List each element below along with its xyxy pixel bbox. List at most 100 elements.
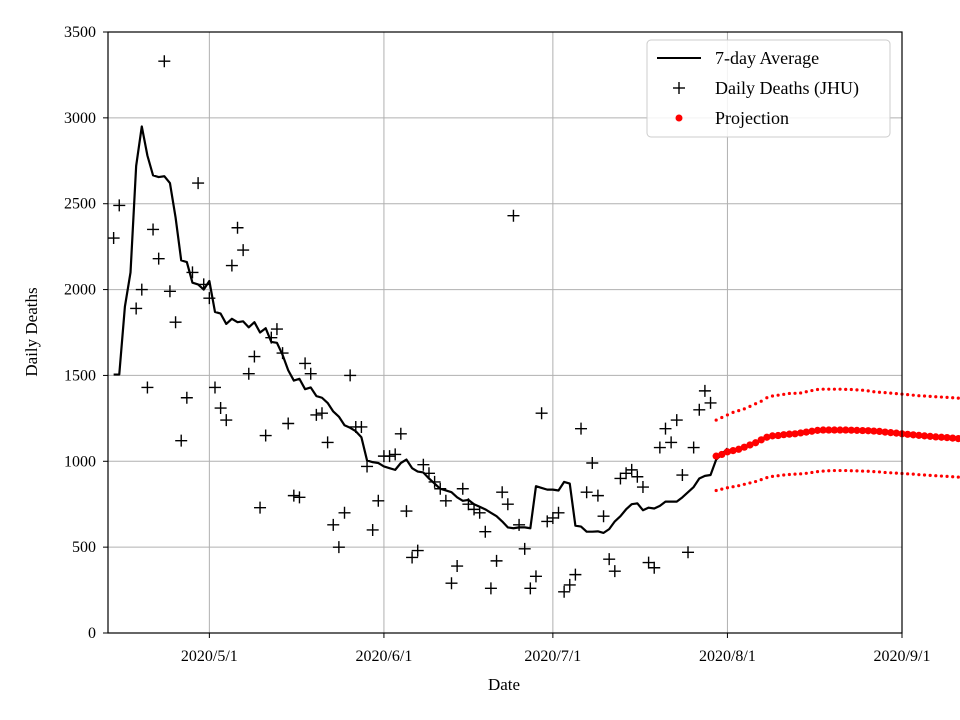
projection-point <box>926 432 934 440</box>
projection-upper-point <box>759 399 763 403</box>
projection-lower-point <box>759 478 763 482</box>
projection-point <box>909 431 917 439</box>
projection-point <box>763 433 771 441</box>
projection-lower-point <box>939 474 944 478</box>
legend-dot-swatch <box>675 114 683 122</box>
projection-lower-point <box>956 475 960 479</box>
projection-upper-point <box>956 396 960 400</box>
y-tick-label: 2500 <box>64 196 96 213</box>
daily-deaths-point <box>332 541 345 554</box>
daily-deaths-point <box>518 542 531 555</box>
projection-lower-point <box>906 472 910 476</box>
daily-deaths-point <box>400 505 413 518</box>
daily-deaths-point <box>496 486 509 499</box>
projection-point <box>746 441 754 449</box>
projection-upper-point <box>787 391 791 396</box>
daily-deaths-point <box>237 244 250 257</box>
daily-deaths-point <box>456 482 469 495</box>
projection-lower-point <box>737 484 741 488</box>
projection-band <box>714 387 960 493</box>
daily-deaths-point <box>614 472 627 485</box>
projection-upper-point <box>855 388 859 392</box>
y-axis-ticks: 0 500 1000 1500 2000 2500 3000 3500 <box>64 24 108 642</box>
daily-deaths-point <box>254 501 267 514</box>
daily-deaths-point <box>625 463 638 476</box>
daily-deaths-point <box>676 469 689 482</box>
projection-lower-point <box>714 488 718 493</box>
legend-label-projection: Projection <box>715 108 789 128</box>
daily-deaths-point <box>524 582 537 595</box>
daily-deaths-point <box>186 266 199 279</box>
daily-deaths-point <box>473 506 486 519</box>
daily-deaths-point <box>546 511 559 524</box>
projection-upper-point <box>877 390 882 394</box>
projection-lower-point <box>866 469 870 473</box>
projection-point <box>920 432 929 440</box>
projection-point <box>858 426 867 435</box>
projection-lower-point <box>776 474 780 478</box>
projection-upper-point <box>737 409 741 413</box>
daily-deaths-point <box>361 460 374 473</box>
projection-point <box>718 450 726 459</box>
projection-upper-point <box>810 388 814 393</box>
projection-point <box>881 428 889 436</box>
daily-deaths-point <box>355 420 368 433</box>
projection-upper-point <box>872 390 876 394</box>
daily-deaths-point <box>575 422 588 435</box>
daily-deaths-point <box>338 506 351 519</box>
daily-deaths-point <box>636 481 649 494</box>
projection-upper-point <box>894 392 898 396</box>
daily-deaths-point <box>558 585 571 598</box>
daily-deaths-point <box>665 436 678 449</box>
daily-deaths-point <box>417 458 430 471</box>
projection-lower-point <box>815 469 820 474</box>
daily-deaths-point <box>169 316 182 329</box>
daily-deaths-point <box>552 506 565 519</box>
projection-upper-point <box>827 387 831 391</box>
daily-deaths-point <box>484 582 497 595</box>
projection-upper-point <box>753 402 758 406</box>
y-tick-label: 500 <box>72 539 96 556</box>
daily-deaths-point <box>670 414 683 427</box>
projection-point <box>768 432 777 440</box>
projection-point <box>892 429 900 437</box>
daily-deaths-point <box>321 436 334 449</box>
daily-deaths-point <box>299 357 312 370</box>
projection-lower-point <box>917 473 921 477</box>
projection-upper-point <box>844 387 848 391</box>
projection-point <box>932 433 940 441</box>
x-tick-label: 2020/6/1 <box>355 648 412 665</box>
plot-frame <box>107 31 903 634</box>
projection-lower-point <box>849 469 853 473</box>
daily-deaths-point <box>192 177 205 190</box>
projection-upper-point <box>945 395 949 400</box>
daily-deaths-point <box>248 350 261 363</box>
daily-deaths-point <box>147 223 160 236</box>
projection-lower-point <box>799 472 803 476</box>
projection-upper-point <box>883 391 887 395</box>
projection-point <box>797 429 805 437</box>
daily-deaths-point <box>208 381 221 394</box>
projection-point <box>791 430 799 438</box>
x-axis-label: Date <box>488 675 520 694</box>
projection-upper-point <box>815 387 820 392</box>
projection-lower-point <box>889 471 893 475</box>
projection-point <box>954 435 960 443</box>
projection-point <box>842 426 850 434</box>
projection-lower-point <box>793 472 797 476</box>
daily-deaths-point <box>586 457 599 469</box>
projection-upper-point <box>928 394 932 398</box>
daily-deaths-point <box>659 422 672 435</box>
daily-deaths-point <box>394 427 407 440</box>
projection-upper-point <box>776 393 780 397</box>
projection-point <box>757 436 765 444</box>
projection-point <box>813 426 822 434</box>
daily-deaths-point <box>366 523 379 536</box>
projection-point <box>943 433 951 442</box>
projection-lower-point <box>821 469 825 473</box>
daily-deaths-point <box>270 323 283 336</box>
daily-deaths-point <box>698 384 711 397</box>
daily-deaths-point <box>282 417 295 430</box>
daily-deaths-point <box>231 221 244 234</box>
legend: 7-day Average Daily Deaths (JHU) Project… <box>646 39 891 138</box>
